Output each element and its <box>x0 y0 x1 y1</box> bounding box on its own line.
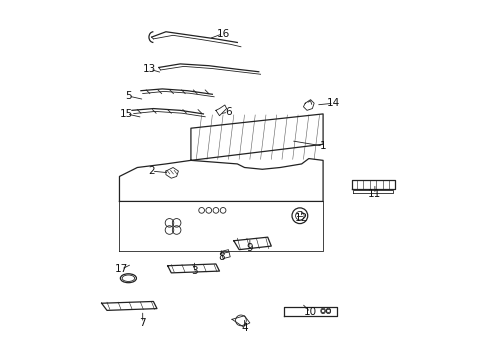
Text: 6: 6 <box>224 107 231 117</box>
Text: 10: 10 <box>304 307 317 317</box>
Text: 4: 4 <box>241 323 247 333</box>
Text: 11: 11 <box>367 189 381 199</box>
Text: 5: 5 <box>125 91 131 101</box>
Text: 17: 17 <box>114 264 128 274</box>
Text: 8: 8 <box>218 252 224 262</box>
Text: 14: 14 <box>326 98 340 108</box>
Text: 12: 12 <box>294 212 307 222</box>
Text: 13: 13 <box>143 64 156 74</box>
Text: 9: 9 <box>246 243 253 253</box>
Text: 7: 7 <box>139 318 146 328</box>
Text: 2: 2 <box>148 166 155 176</box>
Text: 16: 16 <box>216 28 229 39</box>
Text: 15: 15 <box>120 109 133 119</box>
Text: 3: 3 <box>191 266 198 276</box>
Text: 1: 1 <box>319 141 325 151</box>
